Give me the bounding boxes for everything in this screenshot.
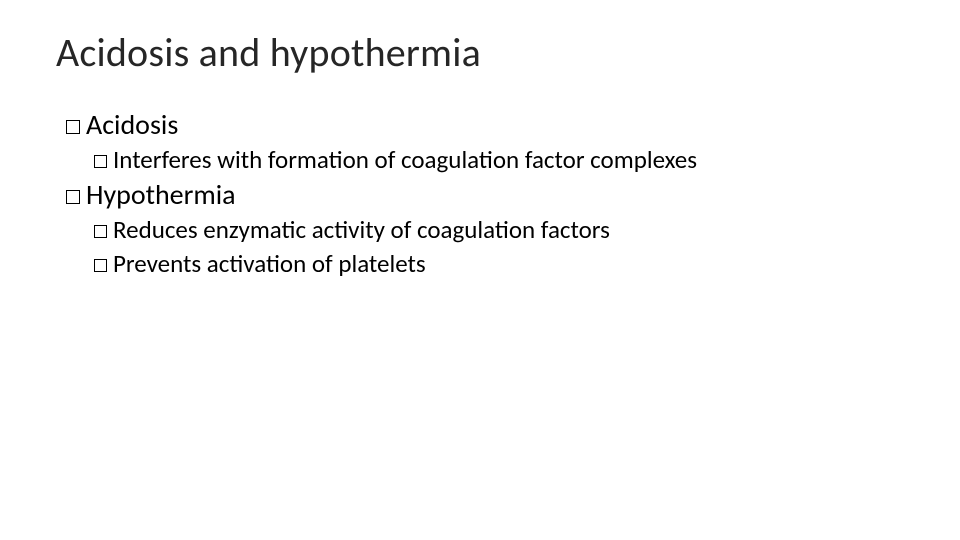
item-text: Prevents activation of platelets	[113, 248, 426, 279]
square-bullet-icon	[94, 259, 107, 272]
item-text: Hypothermia	[86, 177, 236, 212]
square-bullet-icon	[94, 155, 107, 168]
list-item: Interferes with formation of coagulation…	[94, 144, 912, 175]
square-bullet-icon	[94, 225, 107, 238]
item-text: Interferes with formation of coagulation…	[113, 144, 697, 175]
square-bullet-icon	[66, 190, 80, 204]
item-text: Reduces enzymatic activity of coagulatio…	[113, 214, 610, 245]
slide-body: Acidosis Interferes with formation of co…	[56, 107, 912, 279]
slide: Acidosis and hypothermia Acidosis Interf…	[0, 0, 960, 540]
square-bullet-icon	[66, 120, 80, 134]
item-text: Acidosis	[86, 107, 178, 142]
list-item: Reduces enzymatic activity of coagulatio…	[94, 214, 912, 245]
list-item: Hypothermia	[66, 177, 912, 212]
slide-title: Acidosis and hypothermia	[56, 28, 912, 77]
list-item: Acidosis	[66, 107, 912, 142]
list-item: Prevents activation of platelets	[94, 248, 912, 279]
